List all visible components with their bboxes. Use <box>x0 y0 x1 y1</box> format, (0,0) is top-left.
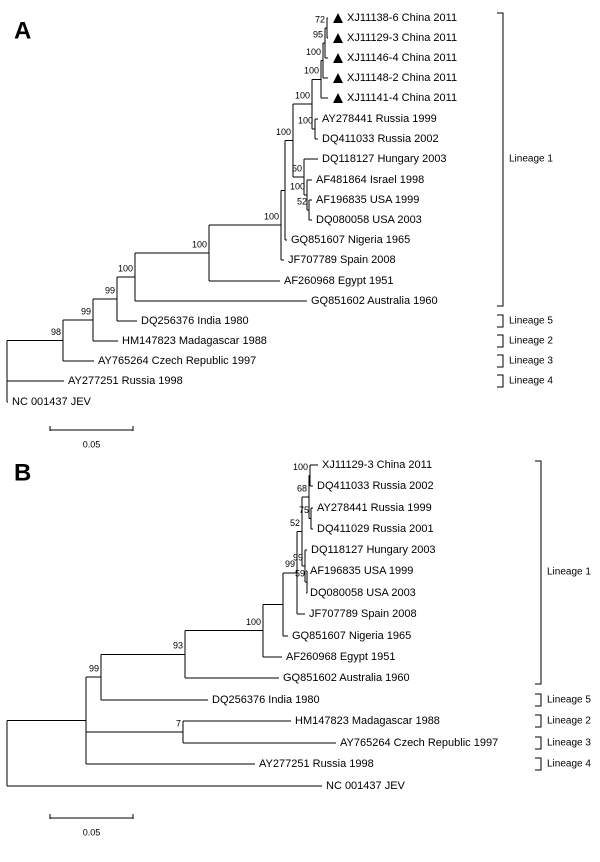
taxon-label: DQ118127 Hungary 2003 <box>311 544 436 556</box>
taxon-label: AY765264 Czech Republic 1997 <box>98 355 256 367</box>
bootstrap-value: 50 <box>292 163 302 173</box>
taxon-label: DQ118127 Hungary 2003 <box>322 153 447 165</box>
triangle-marker-icon <box>333 33 343 43</box>
scale-bar-label: 0.05 <box>83 827 101 837</box>
lineage-bracket <box>497 12 504 307</box>
lineage-bracket <box>535 460 542 685</box>
taxon-label: AY277251 Russia 1998 <box>68 375 183 387</box>
panel-letter: A <box>14 17 31 44</box>
bootstrap-value: 100 <box>118 263 133 273</box>
lineage-bracket <box>535 714 542 728</box>
taxon-label: AF260968 Egypt 1951 <box>284 275 393 287</box>
bootstrap-value: 100 <box>276 127 291 137</box>
lineage-label: Lineage 3 <box>547 738 591 749</box>
taxon-label: GQ851607 Nigeria 1965 <box>291 234 410 246</box>
bootstrap-value: 100 <box>306 47 321 57</box>
bootstrap-value: 100 <box>295 91 310 101</box>
panel-letter: B <box>14 459 31 486</box>
taxon-label: DQ256376 India 1980 <box>212 694 320 706</box>
bootstrap-value: 100 <box>290 181 305 191</box>
taxon-label: JF707789 Spain 2008 <box>309 608 417 620</box>
lineage-label: Lineage 5 <box>547 695 591 706</box>
bootstrap-value: 93 <box>173 641 183 651</box>
bootstrap-value: 99 <box>89 664 99 674</box>
lineage-bracket <box>497 334 504 348</box>
taxon-label: NC 001437 JEV <box>12 396 92 408</box>
lineage-label: Lineage 5 <box>509 316 553 327</box>
taxon-label: HM147823 Madagascar 1988 <box>122 335 267 347</box>
lineage-label: Lineage 2 <box>509 336 553 347</box>
taxon-label: DQ411033 Russia 2002 <box>317 480 434 492</box>
taxon-label: XJ11141-4 China 2011 <box>347 92 457 104</box>
lineage-bracket <box>497 374 504 388</box>
lineage-label: Lineage 3 <box>509 356 553 367</box>
triangle-marker-icon <box>333 93 343 103</box>
taxon-label: NC 001437 JEV <box>326 780 406 792</box>
taxon-label: AF196835 USA 1999 <box>316 194 419 206</box>
taxon-label: AF196835 USA 1999 <box>310 565 413 577</box>
taxon-label: DQ080058 USA 2003 <box>316 214 422 226</box>
taxon-label: AY765264 Czech Republic 1997 <box>340 737 498 749</box>
lineage-bracket <box>535 757 542 771</box>
bootstrap-value: 100 <box>264 212 279 222</box>
bootstrap-value: 68 <box>297 483 307 493</box>
triangle-marker-icon <box>333 53 343 63</box>
tree-panel-a: A 72 95 100 100 100 100 52 100 50 100 100 100 100 99 99… <box>6 12 553 449</box>
taxon-label: AF260968 Egypt 1951 <box>286 651 395 663</box>
bootstrap-value: 52 <box>297 196 307 206</box>
taxon-label: XJ11138-6 China 2011 <box>347 12 457 24</box>
scale-bar-label: 0.05 <box>83 439 101 449</box>
bootstrap-value: 98 <box>51 327 61 337</box>
triangle-marker-icon <box>333 13 343 23</box>
taxon-label: DQ411033 Russia 2002 <box>322 133 439 145</box>
lineage-bracket <box>497 314 504 328</box>
bootstrap-value: 7 <box>176 718 181 728</box>
taxon-label: GQ851602 Australia 1960 <box>311 295 438 307</box>
lineage-label: Lineage 4 <box>509 376 553 387</box>
triangle-marker-icon <box>333 73 343 83</box>
taxon-label: AY278441 Russia 1999 <box>322 113 437 125</box>
taxon-label: XJ11129-3 China 2011 <box>322 459 432 471</box>
lineage-label: Lineage 1 <box>547 567 591 578</box>
bootstrap-value: 95 <box>313 29 323 39</box>
lineage-label: Lineage 1 <box>509 154 553 165</box>
bootstrap-value: 52 <box>290 518 300 528</box>
taxon-label: AY277251 Russia 1998 <box>259 758 374 770</box>
lineage-bracket <box>535 736 542 750</box>
bootstrap-value: 99 <box>285 559 295 569</box>
taxon-label: XJ11146-4 China 2011 <box>347 52 457 64</box>
lineage-label: Lineage 4 <box>547 759 591 770</box>
bootstrap-value: 99 <box>105 285 115 295</box>
bootstrap-value: 100 <box>293 462 308 472</box>
lineage-bracket <box>535 693 542 707</box>
lineage-bracket <box>497 354 504 368</box>
bootstrap-value: 100 <box>246 617 261 627</box>
lineage-label: Lineage 2 <box>547 716 591 727</box>
taxon-label: DQ080058 USA 2003 <box>310 587 416 599</box>
bootstrap-value: 99 <box>81 306 91 316</box>
bootstrap-value: 72 <box>315 14 325 24</box>
taxon-label: DQ256376 India 1980 <box>141 315 249 327</box>
bootstrap-value: 59 <box>295 568 305 578</box>
taxon-label: HM147823 Madagascar 1988 <box>295 715 440 727</box>
bootstrap-value: 100 <box>298 115 313 125</box>
bootstrap-value: 100 <box>192 239 207 249</box>
taxon-label: XJ11129-3 China 2011 <box>347 32 457 44</box>
taxon-label: GQ851602 Australia 1960 <box>283 672 410 684</box>
taxon-label: GQ851607 Nigeria 1965 <box>292 630 411 642</box>
taxon-label: DQ411029 Russia 2001 <box>317 523 434 535</box>
bootstrap-value: 75 <box>299 505 309 515</box>
bootstrap-value: 100 <box>304 66 319 76</box>
taxon-label: AF481864 Israel 1998 <box>316 174 424 186</box>
taxon-label: XJ11148-2 China 2011 <box>347 72 457 84</box>
taxon-label: AY278441 Russia 1999 <box>317 502 432 514</box>
bootstrap-value: 99 <box>293 552 303 562</box>
taxon-label: JF707789 Spain 2008 <box>288 254 396 266</box>
